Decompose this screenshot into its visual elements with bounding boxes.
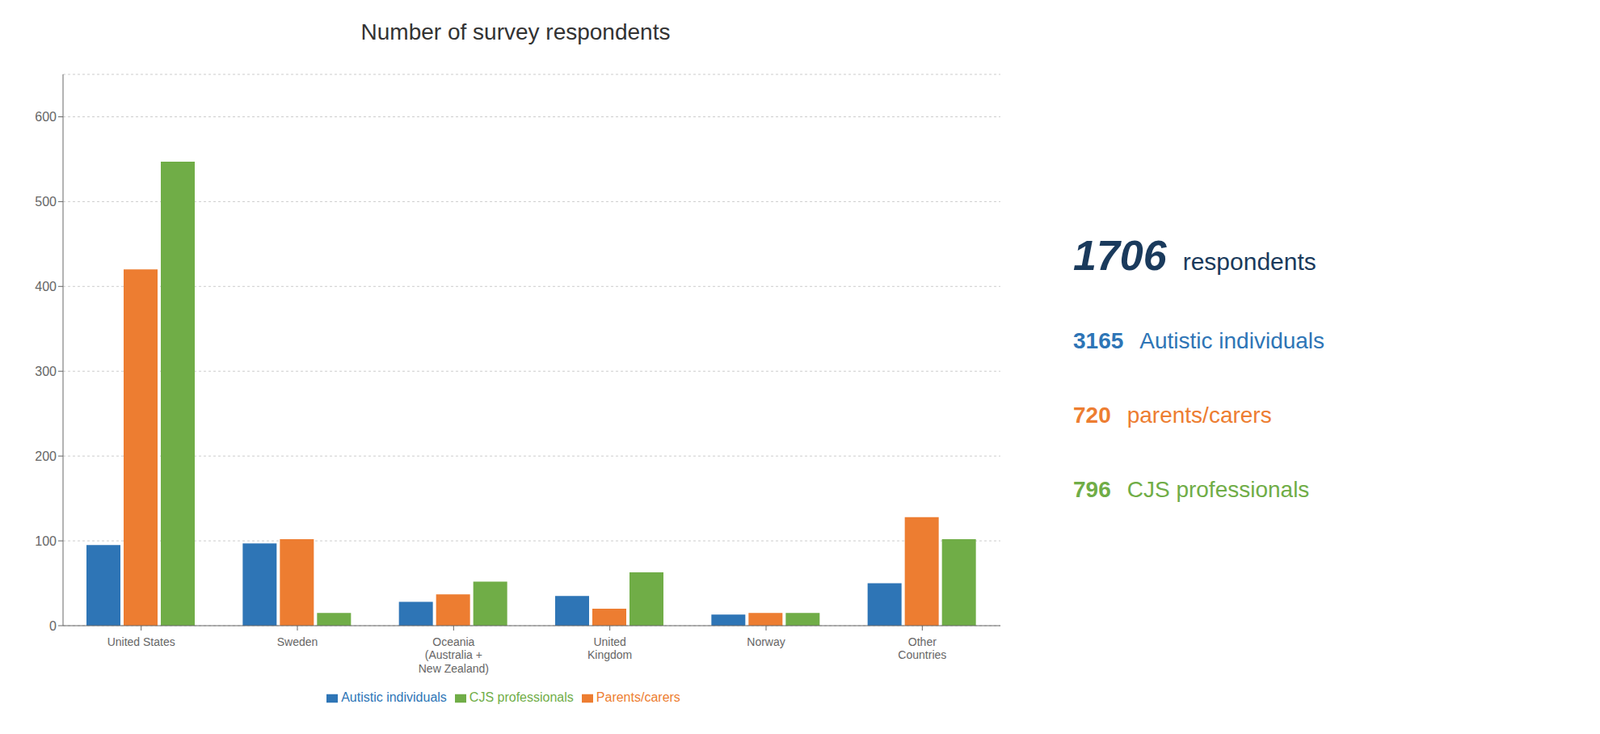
svg-text:OtherCountries: OtherCountries bbox=[897, 635, 947, 662]
html-text:1706 respondents: 1706 respondents bbox=[1073, 231, 1317, 279]
svg-text:600: 600 bbox=[34, 109, 57, 124]
svg-text:100: 100 bbox=[34, 534, 57, 548]
svg-text:Norway: Norway bbox=[746, 635, 785, 649]
html-text:Parents/carers: Parents/carers bbox=[596, 690, 681, 704]
svg-text:200: 200 bbox=[34, 449, 57, 464]
html-text:796: 796 bbox=[1073, 476, 1111, 502]
svg-text:500: 500 bbox=[34, 194, 57, 209]
html-text:720: 720 bbox=[1073, 402, 1111, 428]
svg-text:United States: United States bbox=[107, 635, 176, 649]
html-text:Number of survey respondents: Number of survey respondents bbox=[360, 19, 671, 45]
svg-text:UnitedKingdom: UnitedKingdom bbox=[587, 635, 632, 662]
svg-text:Sweden: Sweden bbox=[277, 635, 319, 649]
html-text:Autistic individuals: Autistic individuals bbox=[1139, 328, 1325, 354]
html-text:CJS professionals: CJS professionals bbox=[1127, 476, 1310, 502]
html-text:parents/carers: parents/carers bbox=[1127, 402, 1272, 428]
html-text:CJS professionals: CJS professionals bbox=[469, 690, 574, 704]
svg-text:300: 300 bbox=[34, 364, 57, 379]
html-text:3165: 3165 bbox=[1073, 328, 1124, 354]
svg-text:0: 0 bbox=[49, 618, 57, 633]
svg-text:Oceania(Australia +New Zealand: Oceania(Australia +New Zealand) bbox=[418, 635, 489, 676]
html-text:Autistic individuals: Autistic individuals bbox=[341, 690, 447, 704]
svg-text:400: 400 bbox=[34, 279, 57, 294]
